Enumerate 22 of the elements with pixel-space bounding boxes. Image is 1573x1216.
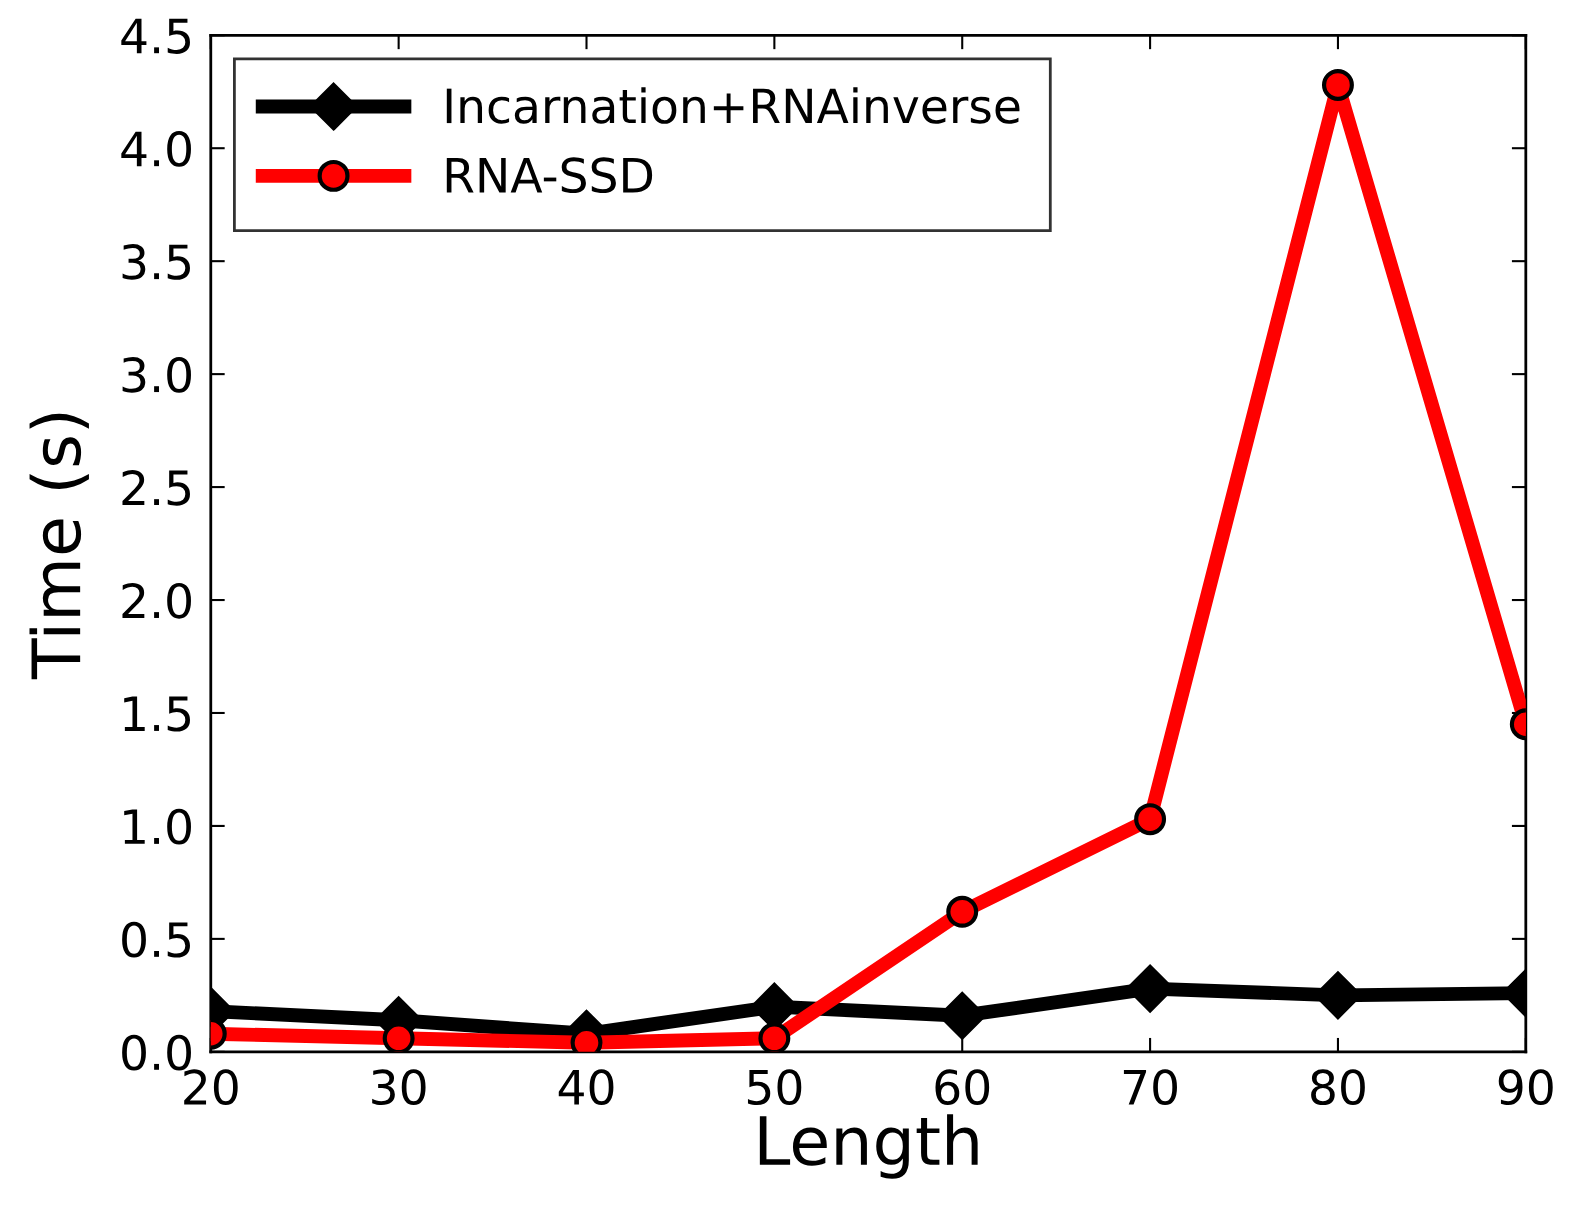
x-tick-label: 70 bbox=[1123, 1069, 1177, 1106]
x-axis-title: Length bbox=[759, 1114, 978, 1179]
y-tick-label: 3.0 bbox=[122, 357, 191, 393]
y-tick-label: 2.0 bbox=[122, 582, 191, 619]
y-tick-label: 4.5 bbox=[121, 18, 190, 54]
y-tick-label: 4.0 bbox=[121, 131, 191, 167]
x-tick-label: 80 bbox=[1311, 1069, 1365, 1106]
legend-label: Incarnation+RNAinverse bbox=[446, 87, 1020, 124]
y-tick-label: 3.5 bbox=[122, 244, 190, 280]
x-tick-label: 50 bbox=[747, 1069, 802, 1106]
y-axis-title: Time (s) bbox=[29, 413, 89, 680]
legend-label: RNA-SSD bbox=[446, 157, 653, 194]
x-tick-label: 40 bbox=[558, 1069, 614, 1106]
y-tick-label: 2.5 bbox=[122, 469, 190, 506]
y-tick-label: 0.0 bbox=[122, 1034, 191, 1071]
y-tick-label: 1.0 bbox=[124, 808, 191, 845]
x-tick-label: 30 bbox=[372, 1069, 426, 1106]
x-tick-label: 60 bbox=[935, 1069, 990, 1106]
y-tick-label: 1.5 bbox=[124, 696, 190, 732]
y-tick-label: 0.5 bbox=[122, 921, 190, 958]
x-tick-label: 20 bbox=[184, 1069, 238, 1106]
x-tick-label: 90 bbox=[1498, 1069, 1553, 1106]
